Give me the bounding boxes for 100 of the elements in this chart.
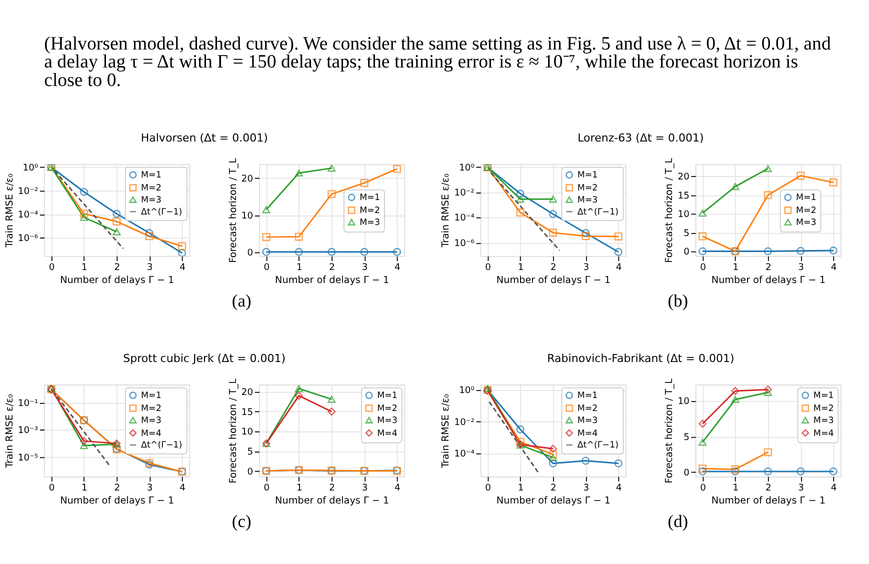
chart-title: Halvorsen (Δt = 0.001): [140, 131, 268, 144]
x-axis-title: Number of delays Γ − 1: [275, 275, 390, 286]
y-axis-title: Train RMSE ε/ε₀: [440, 394, 452, 469]
y-tick-label: 15: [678, 190, 690, 202]
y-tick-label: 5: [684, 432, 690, 443]
chart-title: Sprott cubic Jerk (Δt = 0.001): [123, 352, 286, 365]
x-tick-label: 0: [48, 262, 55, 274]
y-tick-label: 0: [684, 467, 690, 478]
legend-label: M=4: [141, 428, 162, 439]
y-tick-label: 15: [241, 406, 254, 418]
y-tick-label: 10⁻¹: [18, 398, 38, 409]
legend-label: M=4: [577, 428, 598, 439]
text: (d): [668, 510, 688, 531]
legend-label: M=2: [796, 206, 816, 216]
x-tick-label: 1: [732, 482, 739, 494]
y-tick-label: 10⁰: [459, 385, 475, 396]
chart-title: Rabinovich-Fabrikant (Δt = 0.001): [547, 352, 734, 365]
x-tick-label: 3: [362, 262, 368, 274]
x-tick-label: 0: [700, 482, 706, 494]
x-tick-label: 4: [394, 262, 401, 274]
y-tick-label: 10⁻⁵: [18, 452, 38, 464]
legend-label: M=1: [796, 193, 816, 204]
y-axis-title: Forecast horizon / T_L: [664, 378, 676, 484]
legend-label: M=3: [141, 195, 162, 206]
y-tick-label: 20: [241, 386, 254, 398]
text: (a): [232, 290, 252, 310]
text: (b): [668, 290, 688, 310]
legend-label: M=2: [813, 404, 834, 414]
x-tick-label: 1: [732, 262, 739, 274]
y-tick-label: 10: [241, 210, 254, 222]
x-tick-label: 3: [146, 262, 153, 274]
x-axis-title: Number of delays Γ − 1: [711, 275, 826, 286]
legend-label: M=2: [377, 404, 398, 414]
x-axis-title: Number of delays Γ − 1: [275, 496, 390, 507]
legend-label: M=1: [813, 391, 834, 402]
x-tick-label: 2: [114, 482, 120, 494]
x-axis-title: Number of delays Γ − 1: [60, 496, 174, 507]
y-tick-label: 10⁻²: [454, 416, 475, 428]
x-tick-label: 4: [616, 262, 622, 274]
x-tick-label: 2: [114, 262, 120, 274]
legend-label: Δt^(Γ−1): [577, 440, 619, 451]
x-tick-label: 4: [616, 482, 622, 494]
y-tick-label: 10⁻⁴: [454, 448, 475, 460]
y-tick-label: 10⁻⁶: [454, 238, 475, 249]
x-tick-label: 0: [264, 482, 270, 494]
x-tick-label: 4: [830, 482, 837, 494]
y-tick-label: 10⁻⁴: [18, 209, 38, 220]
x-tick-label: 0: [485, 262, 492, 274]
y-tick-label: 10: [241, 426, 254, 438]
legend-label: Δt^(Γ−1): [141, 207, 182, 218]
y-tick-label: 10⁻⁶: [18, 232, 38, 244]
x-tick-label: 3: [583, 482, 590, 494]
y-tick-label: 0: [247, 247, 254, 258]
x-tick-label: 3: [583, 262, 590, 274]
legend-label: Δt^(Γ−1): [577, 207, 619, 218]
legend-label: M=1: [141, 170, 162, 181]
x-tick-label: 0: [264, 262, 270, 274]
legend-label: M=4: [377, 428, 398, 439]
x-tick-label: 0: [48, 482, 55, 494]
x-tick-label: 2: [329, 482, 335, 494]
y-tick-label: 20: [241, 173, 254, 184]
legend-label: M=3: [577, 195, 598, 206]
x-tick-label: 1: [518, 262, 524, 274]
x-tick-label: 2: [550, 262, 556, 274]
y-tick-label: 5: [247, 446, 254, 458]
x-tick-label: 4: [830, 262, 837, 274]
x-tick-label: 0: [485, 482, 492, 494]
x-tick-label: 3: [798, 482, 804, 494]
legend-label: M=2: [577, 184, 598, 194]
y-tick-label: 10: [678, 209, 690, 220]
x-tick-label: 1: [518, 482, 524, 494]
x-tick-label: 4: [180, 482, 186, 494]
legend-label: Δt^(Γ−1): [141, 440, 182, 451]
legend-label: M=3: [577, 416, 598, 426]
x-tick-label: 1: [82, 262, 88, 274]
legend-label: M=4: [813, 428, 834, 439]
x-tick-label: 2: [765, 482, 772, 494]
y-tick-label: 5: [684, 228, 690, 239]
legend-label: M=3: [796, 218, 816, 228]
text: (Halvorsen model, dashed curve). We consider the same setting as in Fig. 5 and use λ = 0, Δt = 0.01, and: [44, 33, 832, 54]
legend-label: M=2: [577, 404, 598, 414]
x-axis-title: Number of delays Γ − 1: [496, 275, 611, 286]
legend-label: M=1: [360, 193, 380, 204]
x-tick-label: 4: [394, 482, 401, 494]
x-tick-label: 4: [180, 262, 186, 274]
legend-label: M=2: [360, 206, 380, 216]
legend-label: M=1: [577, 391, 598, 402]
y-tick-label: 10⁻³: [18, 425, 38, 436]
x-axis-title: Number of delays Γ − 1: [496, 496, 611, 507]
y-tick-label: 0: [684, 246, 690, 258]
y-tick-label: 0: [247, 466, 254, 478]
y-axis-title: Forecast horizon / T_L: [228, 378, 239, 484]
x-tick-label: 3: [798, 262, 804, 274]
legend-label: M=3: [813, 416, 834, 426]
y-tick-label: 10⁰: [459, 162, 475, 174]
x-tick-label: 1: [296, 262, 302, 274]
y-axis-title: Forecast horizon / T_L: [228, 157, 239, 263]
y-axis-title: Train RMSE ε/ε₀: [4, 394, 16, 469]
x-tick-label: 0: [700, 262, 706, 274]
y-axis-title: Forecast horizon / T_L: [664, 157, 676, 263]
